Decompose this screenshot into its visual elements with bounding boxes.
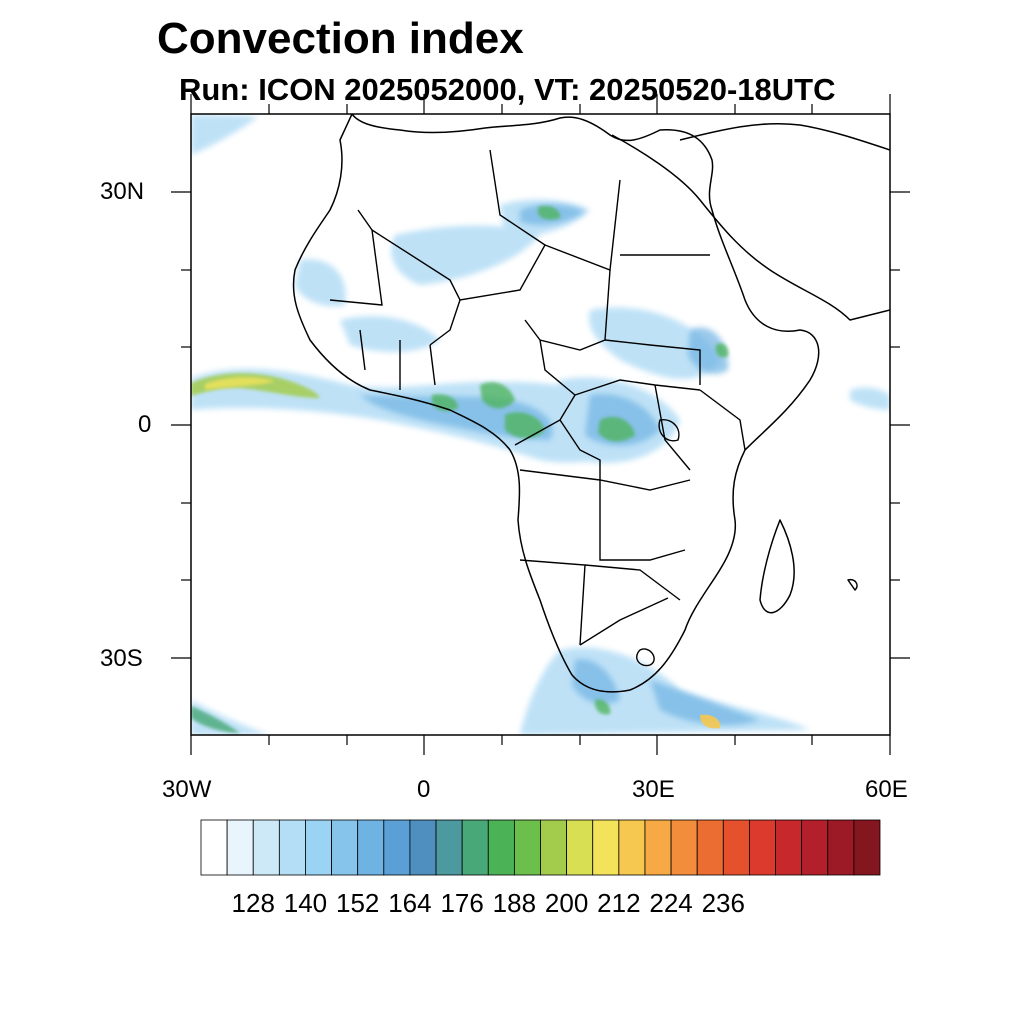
colorbar-swatch: [801, 819, 829, 876]
colorbar-swatch: [670, 819, 698, 876]
colorbar-label: 236: [701, 888, 745, 918]
colorbar-swatch: [409, 819, 437, 876]
colorbar-swatch: [749, 819, 776, 876]
lon-label-60e: 60E: [865, 776, 908, 803]
colorbar-swatch: [226, 819, 254, 876]
lon-label-0: 0: [417, 776, 431, 803]
colorbar-swatch: [461, 819, 489, 876]
colorbar-swatch: [200, 819, 228, 876]
colorbar-label: 188: [492, 888, 537, 918]
colorbar-label: 152: [335, 888, 380, 918]
lon-label-30e: 30E: [632, 776, 675, 803]
colorbar-swatch: [435, 819, 463, 876]
colorbar-swatch: [566, 819, 594, 876]
lon-label-30w: 30W: [162, 776, 212, 803]
colorbar-swatch: [853, 819, 881, 876]
colorbar-swatch: [487, 819, 515, 876]
colorbar-swatch: [331, 819, 359, 876]
colorbar-label: 176: [440, 888, 484, 918]
colorbar-label: 224: [649, 888, 693, 918]
colorbar-swatch: [383, 819, 411, 876]
coastlines: [292, 114, 890, 693]
colorbar-label: 200: [544, 888, 589, 918]
colorbar-swatch: [357, 819, 385, 876]
colorbar-label: 164: [388, 888, 432, 918]
colorbar-swatch: [513, 819, 541, 876]
lat-label-0: 0: [138, 411, 152, 438]
colorbar-swatch: [618, 819, 646, 876]
map-title: Convection index: [157, 14, 524, 63]
map-subtitle: Run: ICON 2025052000, VT: 20250520-18UTC: [179, 72, 836, 107]
colorbar-swatch: [722, 819, 750, 876]
colorbar-label: 140: [283, 888, 328, 918]
colorbar-label: 212: [597, 888, 641, 918]
colorbar-swatch: [696, 819, 724, 876]
colorbar-swatch: [540, 819, 568, 876]
colorbar-swatch: [827, 819, 855, 876]
colorbar: [200, 819, 881, 876]
convection-field: [191, 115, 890, 735]
colorbar-swatch: [644, 819, 672, 876]
country-borders: [329, 149, 746, 667]
colorbar-swatch: [278, 819, 306, 876]
colorbar-swatch: [775, 819, 803, 876]
lat-label-30n: 30N: [100, 178, 145, 205]
lat-label-30s: 30S: [100, 645, 143, 672]
colorbar-swatch: [592, 819, 620, 876]
colorbar-swatch: [252, 819, 280, 876]
axis-ticks: [171, 94, 910, 755]
colorbar-label: 128: [231, 888, 275, 918]
colorbar-swatch: [305, 819, 332, 876]
